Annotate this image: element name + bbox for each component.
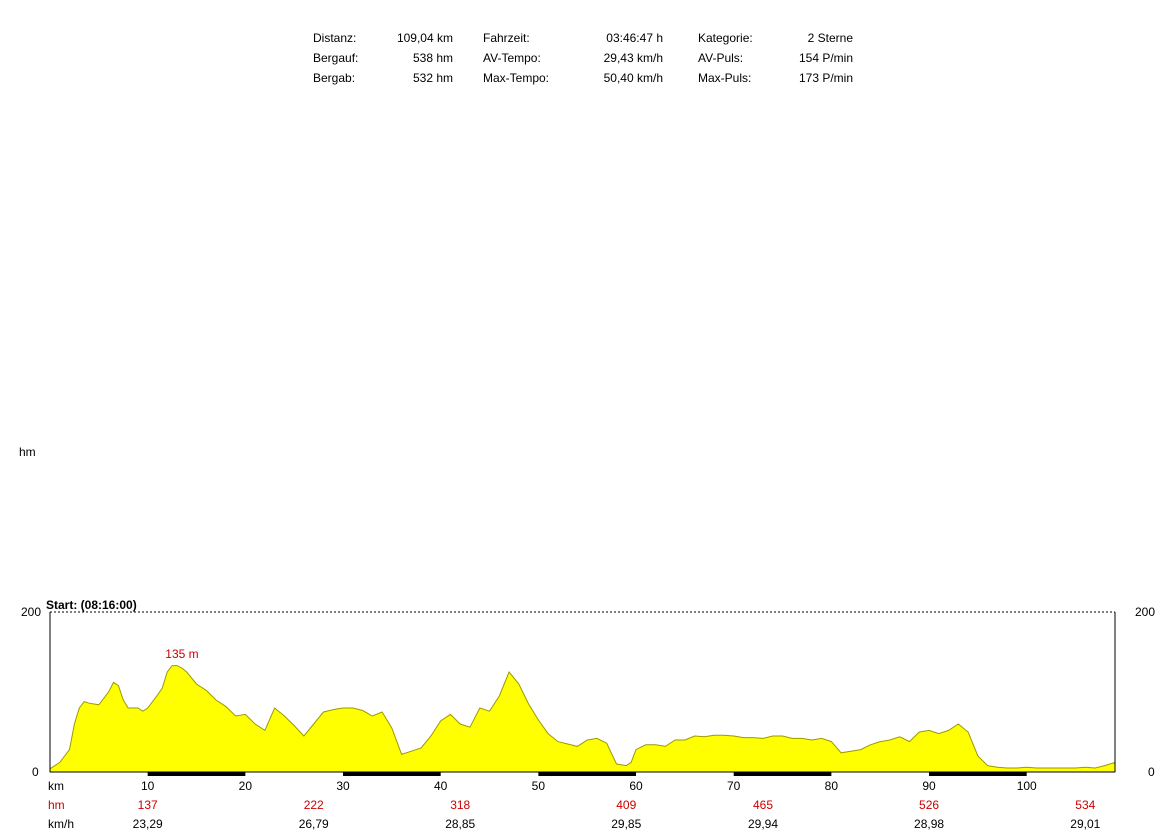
stat-value-fahrzeit: 03:46:47 h: [606, 31, 663, 45]
x-axis-label: km: [48, 779, 64, 793]
km-band: [147, 772, 246, 776]
stat-value-kategorie: 2 Sterne: [807, 31, 853, 45]
x-tick-label: 10: [141, 779, 155, 793]
stat-value-bergab: 532 hm: [412, 71, 453, 85]
kmh-value: 26,79: [299, 817, 329, 831]
hm-value: 318: [450, 798, 470, 812]
stat-value-av-puls: 154 P/min: [798, 51, 853, 65]
stat-label-fahrzeit: Fahrzeit:: [483, 31, 530, 45]
stat-label-distanz: Distanz:: [313, 31, 357, 45]
y-tick-right-min: 0: [1148, 765, 1155, 779]
hm-row: 137 222 318 409 465 526 534: [138, 798, 1096, 812]
km-band: [343, 772, 441, 776]
x-tick-label: 90: [922, 779, 936, 793]
start-label: Start: (08:16:00): [46, 598, 137, 612]
x-tick-label: 80: [825, 779, 839, 793]
kmh-value: 28,85: [445, 817, 475, 831]
stat-value-max-puls: 173 P/min: [798, 71, 853, 85]
x-tick-label: 20: [239, 779, 253, 793]
stat-value-distanz: 109,04 km: [396, 31, 453, 45]
stat-label-av-puls: AV-Puls:: [698, 51, 744, 65]
x-tick-group: 10 20 30 40 50 60 70 80 90 100: [141, 779, 1037, 793]
hm-value: 465: [753, 798, 773, 812]
hm-row-label: hm: [48, 798, 65, 812]
kmh-row-label: km/h: [48, 817, 74, 831]
kmh-value: 23,29: [133, 817, 163, 831]
stat-label-bergauf: Bergauf:: [313, 51, 359, 65]
kmh-value: 28,98: [914, 817, 944, 831]
y-tick-left-min: 0: [32, 765, 39, 779]
hm-value: 534: [1075, 798, 1095, 812]
x-tick-label: 60: [629, 779, 643, 793]
stat-value-bergauf: 538 hm: [412, 51, 453, 65]
km-band: [733, 772, 832, 776]
elevation-area: [49, 665, 1116, 773]
hm-value: 526: [919, 798, 939, 812]
kmh-value: 29,85: [611, 817, 641, 831]
km-band: [929, 772, 1027, 776]
y-axis-label: hm: [19, 445, 36, 459]
x-tick-label: 30: [336, 779, 350, 793]
x-tick-label: 100: [1017, 779, 1037, 793]
stat-value-av-tempo: 29,43 km/h: [603, 51, 663, 65]
stat-label-max-puls: Max-Puls:: [698, 71, 752, 85]
x-tick-label: 50: [532, 779, 546, 793]
y-tick-right-max: 200: [1135, 605, 1155, 619]
kmh-row: 23,29 26,79 28,85 29,85 29,94 28,98 29,01: [133, 817, 1101, 831]
stat-value-max-tempo: 50,40 km/h: [603, 71, 663, 85]
hm-value: 137: [138, 798, 158, 812]
stat-label-av-tempo: AV-Tempo:: [483, 51, 541, 65]
x-tick-label: 70: [727, 779, 741, 793]
stat-label-kategorie: Kategorie:: [698, 31, 753, 45]
kmh-value: 29,01: [1070, 817, 1100, 831]
hm-value: 409: [616, 798, 636, 812]
hm-value: 222: [304, 798, 324, 812]
y-tick-left-max: 200: [21, 605, 41, 619]
km-band: [538, 772, 637, 776]
km-band-group: [147, 772, 1027, 776]
peak-label: 135 m: [165, 647, 198, 661]
stat-label-bergab: Bergab:: [313, 71, 356, 85]
kmh-value: 29,94: [748, 817, 778, 831]
stat-label-max-tempo: Max-Tempo:: [483, 71, 550, 85]
x-tick-label: 40: [434, 779, 448, 793]
